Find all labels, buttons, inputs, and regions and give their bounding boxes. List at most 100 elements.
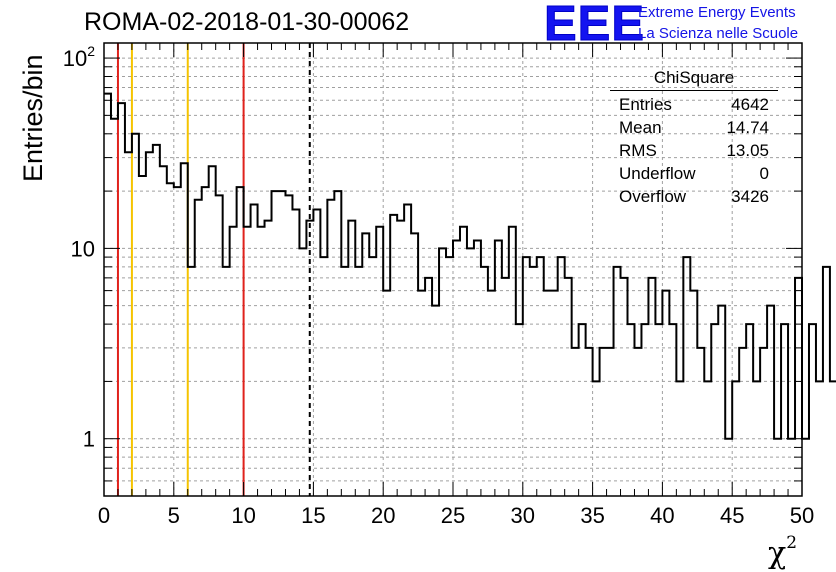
- histogram-bin: [132, 134, 139, 496]
- histogram-bin: [258, 227, 265, 496]
- histogram-bin: [383, 291, 390, 496]
- logo-subtitle-line2: La Scienza nelle Scuole: [638, 25, 799, 42]
- histogram-bin: [202, 187, 209, 496]
- histogram-bin: [530, 267, 537, 496]
- chart-title: ROMA-02-2018-01-30-00062: [84, 8, 410, 36]
- histogram-bin: [404, 205, 411, 496]
- histogram-bin: [690, 291, 697, 496]
- stats-label: Underflow: [619, 164, 696, 183]
- histogram-bin: [397, 221, 404, 496]
- stats-row-overflow: Overflow 3426: [610, 185, 778, 208]
- histogram-bin: [265, 221, 272, 496]
- histogram-bin: [341, 267, 348, 496]
- histogram-bin: [781, 324, 788, 496]
- histogram-bin: [600, 348, 607, 496]
- histogram-bin: [669, 324, 676, 496]
- histogram-bin: [502, 278, 509, 496]
- histogram-bin: [746, 324, 753, 496]
- stats-rows: Entries 4642 Mean 14.74 RMS 13.05 Underflow 0 Ov…: [610, 93, 778, 208]
- eee-logo: EEE: [543, 0, 646, 51]
- histogram-bin: [425, 278, 432, 496]
- histogram-bin: [167, 183, 174, 496]
- histogram-bin: [558, 257, 565, 496]
- x-tick-label: 15: [301, 503, 325, 528]
- histogram-bin: [285, 195, 292, 496]
- histogram-line: [104, 92, 836, 440]
- x-tick-label: 30: [511, 503, 535, 528]
- histogram-bin: [725, 439, 732, 496]
- histogram-bin: [160, 166, 167, 496]
- histogram-bin: [760, 348, 767, 496]
- histogram-bin: [125, 152, 132, 496]
- x-tick-label: 35: [580, 503, 604, 528]
- histogram-bin: [467, 248, 474, 496]
- histogram-bin: [544, 291, 551, 496]
- histogram-bin: [586, 348, 593, 496]
- histogram-bin: [327, 200, 334, 496]
- histogram-bin: [495, 241, 502, 496]
- histogram-bin: [334, 191, 341, 496]
- y-tick-label: 10: [71, 236, 95, 261]
- x-tick-label: 50: [790, 503, 814, 528]
- histogram-bin: [188, 267, 195, 496]
- histogram-bin: [732, 381, 739, 496]
- histogram-bin: [313, 210, 320, 496]
- stats-label: Overflow: [619, 187, 687, 206]
- histogram-bin: [279, 191, 286, 496]
- histogram-bin: [181, 163, 188, 496]
- tick-marks: 0 5 10 15 20 25 30 35 40 45 50 1 10 102: [63, 43, 814, 528]
- histogram-bin: [774, 439, 781, 496]
- stats-value: 3426: [731, 187, 769, 206]
- histogram-bin: [628, 324, 635, 496]
- stats-value: 4642: [731, 95, 769, 114]
- histogram-bin: [634, 348, 641, 496]
- histogram-bin: [551, 291, 558, 496]
- histogram-bin: [292, 210, 299, 496]
- stats-value: 14.74: [726, 118, 769, 137]
- x-axis-label: χ2: [768, 533, 798, 571]
- histogram-bin: [139, 176, 146, 496]
- histogram-bin: [223, 267, 230, 496]
- x-tick-label: 0: [98, 503, 110, 528]
- histogram-bin: [251, 205, 258, 496]
- histogram-bin: [348, 221, 355, 496]
- stats-row-entries: Entries 4642: [610, 93, 778, 116]
- histogram-bin: [579, 324, 586, 496]
- grid: [104, 43, 802, 497]
- y-tick-label: 102: [63, 43, 95, 71]
- histogram-bin: [439, 248, 446, 496]
- histogram-bin: [641, 324, 648, 496]
- histogram-bin: [509, 227, 516, 496]
- histogram-bin: [753, 381, 760, 496]
- histogram-bin: [111, 119, 118, 496]
- histogram-bin: [830, 381, 836, 496]
- histogram-bin: [614, 267, 621, 496]
- histogram-bin: [369, 257, 376, 496]
- histogram-bin: [272, 191, 279, 496]
- histogram-bin: [523, 257, 530, 496]
- histogram-bin: [683, 257, 690, 496]
- histogram-bin: [299, 248, 306, 496]
- histogram-bin: [572, 348, 579, 496]
- y-tick-label: 1: [83, 427, 95, 452]
- y-axis-label: Entries/bin: [18, 54, 48, 182]
- logo-subtitle-line1: Extreme Energy Events: [638, 4, 796, 21]
- histogram-bin: [355, 267, 362, 496]
- histogram-bin: [607, 348, 614, 496]
- histogram-bin: [453, 241, 460, 496]
- histogram-bin: [411, 233, 418, 496]
- histogram-bin: [802, 439, 809, 496]
- histogram-bin: [237, 187, 244, 496]
- histogram-bin: [823, 267, 830, 496]
- histogram-bin: [446, 257, 453, 496]
- x-tick-label: 45: [720, 503, 744, 528]
- stats-row-rms: RMS 13.05: [610, 139, 778, 162]
- histogram-bin: [711, 324, 718, 496]
- histogram-bin: [537, 257, 544, 496]
- histogram-bin: [174, 187, 181, 496]
- histogram-bin: [704, 381, 711, 496]
- histogram-bin: [648, 278, 655, 496]
- x-tick-label: 10: [231, 503, 255, 528]
- stats-row-mean: Mean 14.74: [610, 116, 778, 139]
- histogram-bin: [362, 233, 369, 496]
